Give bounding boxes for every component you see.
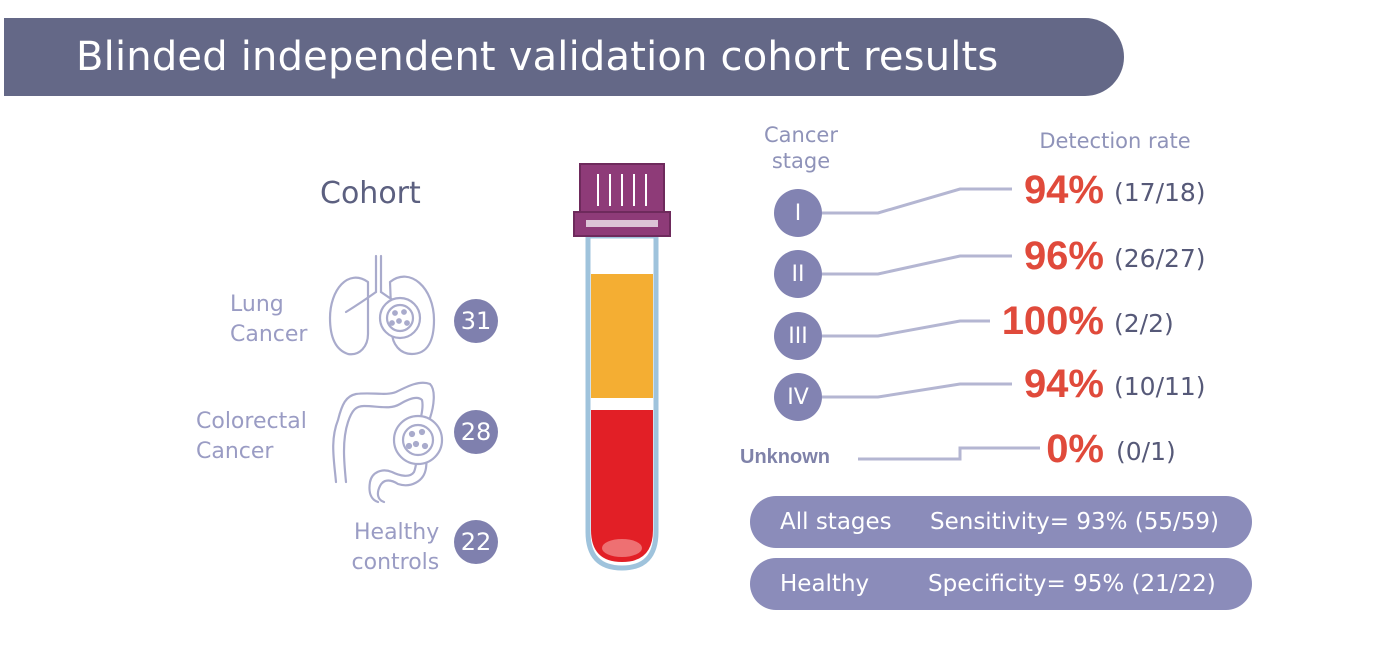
- blood-tube-icon: [573, 163, 671, 571]
- specificity-value: Specificity= 95% (21/22): [928, 571, 1216, 597]
- stage-connectors: [822, 187, 1040, 461]
- healthy-controls-label: Healthy controls: [351, 520, 440, 575]
- stage-iv-rate: 94%: [1023, 362, 1104, 406]
- colorectal-cancer-label: Colorectal Cancer: [196, 409, 307, 464]
- lung-cancer-label: Lung Cancer: [230, 292, 308, 347]
- healthy-label: Healthy: [780, 571, 870, 597]
- title-bar: Blinded independent validation cohort re…: [4, 18, 1124, 96]
- stage-unknown-rate: 0%: [1046, 427, 1104, 471]
- colon-icon: [332, 381, 444, 504]
- stage-iv-circle: IV: [774, 373, 822, 421]
- all-stages-sensitivity-pill: All stages Sensitivity= 93% (55/59): [750, 496, 1252, 548]
- stage-unknown-fraction: (0/1): [1116, 437, 1176, 466]
- stage-iv-fraction: (10/11): [1114, 372, 1206, 401]
- stage-i-circle: I: [774, 189, 822, 237]
- stage-ii-rate: 96%: [1023, 234, 1104, 278]
- cohort-heading: Cohort: [320, 176, 421, 211]
- lungs-icon: [328, 254, 436, 356]
- detection-rate-header: Detection rate: [1039, 129, 1191, 153]
- stage-ii-circle: II: [774, 250, 822, 298]
- colorectal-cancer-count-badge: 28: [454, 410, 498, 454]
- stage-unknown-label: Unknown: [740, 446, 830, 468]
- stage-iii-fraction: (2/2): [1114, 309, 1174, 338]
- stage-ii-fraction: (26/27): [1114, 244, 1206, 273]
- cancer-stage-header: Cancer stage: [764, 123, 838, 173]
- all-stages-label: All stages: [780, 509, 892, 535]
- stage-iii-circle: III: [774, 312, 822, 360]
- sensitivity-value: Sensitivity= 93% (55/59): [930, 509, 1219, 535]
- lung-cancer-count-badge: 31: [454, 299, 498, 343]
- stage-i-fraction: (17/18): [1114, 178, 1206, 207]
- stage-i-rate: 94%: [1023, 168, 1104, 212]
- page-title: Blinded independent validation cohort re…: [76, 34, 999, 80]
- healthy-specificity-pill: Healthy Specificity= 95% (21/22): [750, 558, 1252, 610]
- healthy-controls-count-badge: 22: [454, 520, 498, 564]
- stage-iii-rate: 100%: [1001, 299, 1104, 343]
